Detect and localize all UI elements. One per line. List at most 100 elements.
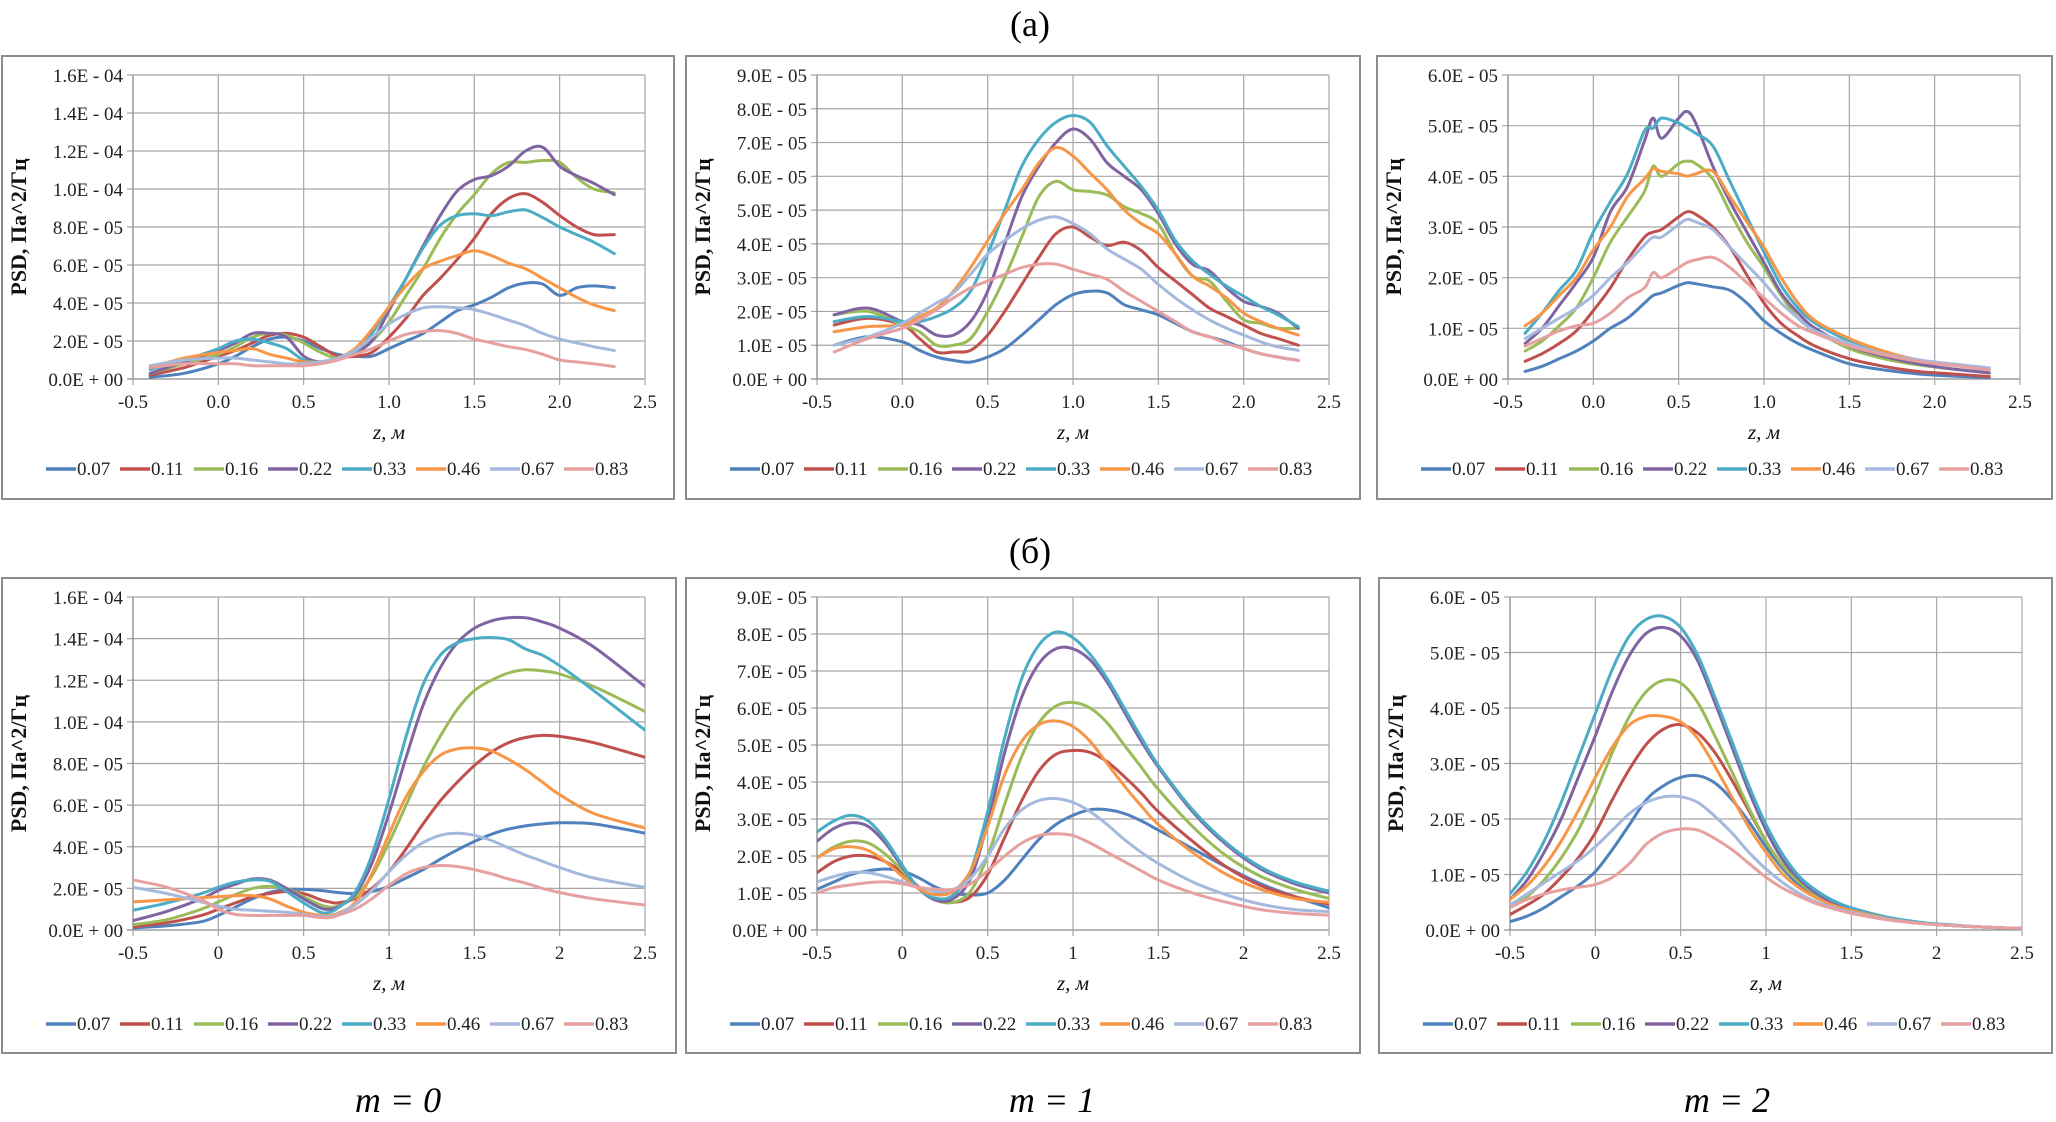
- y-tick-label: 1.0E - 05: [1428, 319, 1498, 340]
- legend-label-0.67: 0.67: [521, 1014, 554, 1035]
- legend-label-0.07: 0.07: [761, 459, 794, 480]
- y-tick-label: 6.0E - 05: [1430, 588, 1500, 609]
- y-tick-label: 5.0E - 05: [737, 201, 807, 222]
- legend: 0.07 0.11 0.16 0.22 0.33 0.46 0.67 0.83: [46, 1014, 628, 1035]
- legend-label-0.83: 0.83: [1970, 459, 2003, 480]
- x-tick-label: 1.0: [1752, 392, 1776, 413]
- y-tick-label: 0.0E + 00: [732, 370, 807, 391]
- y-tick-label: 2.0E - 05: [1428, 269, 1498, 290]
- legend-label-0.16: 0.16: [909, 1014, 942, 1035]
- series-line-0.33: [832, 114, 1300, 329]
- y-tick-label: 4.0E - 05: [1430, 699, 1500, 720]
- y-tick-label: 9.0E - 05: [737, 588, 807, 609]
- y-tick-label: 2.0E - 05: [53, 879, 123, 900]
- x-tick-label: 0.5: [292, 392, 316, 413]
- legend-label-0.07: 0.07: [1454, 1014, 1487, 1035]
- legend-label-0.67: 0.67: [521, 459, 554, 480]
- y-tick-label: 2.0E - 05: [737, 847, 807, 868]
- legend-label-0.83: 0.83: [1972, 1014, 2005, 1035]
- x-tick-label: 1.5: [462, 943, 486, 964]
- legend-label-0.07: 0.07: [77, 1014, 110, 1035]
- legend-label-0.83: 0.83: [1279, 459, 1312, 480]
- series-line-0.33: [148, 208, 616, 371]
- y-axis-label: PSD, Па^2/Гц: [690, 695, 715, 833]
- chart-panel-a-m1: 0.0E + 00 1.0E - 05 2.0E - 05 3.0E - 05 4.0E…: [685, 55, 1361, 500]
- y-tick-label: 1.2E - 04: [53, 142, 124, 163]
- series-line-0.67: [817, 797, 1329, 913]
- y-tick-label: 8.0E - 05: [737, 625, 807, 646]
- series-line-0.67: [133, 831, 645, 919]
- legend-label-0.46: 0.46: [1131, 459, 1164, 480]
- x-tick-label: 2.5: [1317, 943, 1341, 964]
- legend-label-0.46: 0.46: [1822, 459, 1855, 480]
- y-tick-label: 1.2E - 04: [53, 671, 124, 692]
- x-tick-label: 1.5: [1837, 392, 1861, 413]
- y-tick-label: 1.0E - 04: [53, 713, 124, 734]
- legend-label-0.22: 0.22: [983, 459, 1016, 480]
- y-tick-label: 3.0E - 05: [1428, 218, 1498, 239]
- legend-label-0.83: 0.83: [1279, 1014, 1312, 1035]
- y-tick-label: 8.0E - 05: [737, 100, 807, 121]
- panel-frame: [1, 55, 675, 500]
- series-line-0.83: [1510, 827, 2022, 930]
- y-tick-label: 7.0E - 05: [737, 134, 807, 155]
- series-line-0.07: [832, 289, 1300, 364]
- legend: 0.07 0.11 0.16 0.22 0.33 0.46 0.67 0.83: [730, 459, 1312, 480]
- x-tick-label: 0.0: [1581, 392, 1605, 413]
- legend-label-0.07: 0.07: [761, 1014, 794, 1035]
- legend-label-0.16: 0.16: [1602, 1014, 1635, 1035]
- y-tick-label: 6.0E - 05: [53, 796, 123, 817]
- chart-panel-a-m0: 0.0E + 00 2.0E - 05 4.0E - 05 6.0E - 05 8.0E…: [1, 55, 675, 500]
- x-tick-label: 0.5: [976, 392, 1000, 413]
- x-tick-label: 1.5: [1146, 943, 1170, 964]
- series-group: [148, 144, 616, 379]
- legend-label-0.67: 0.67: [1205, 459, 1238, 480]
- series-line-0.83: [832, 262, 1300, 362]
- x-tick-label: -0.5: [118, 392, 148, 413]
- y-tick-label: 1.0E - 05: [1430, 866, 1500, 887]
- legend-label-0.11: 0.11: [151, 1014, 184, 1035]
- y-tick-label: 4.0E - 05: [737, 235, 807, 256]
- x-tick-label: 0.5: [976, 943, 1000, 964]
- series-line-0.11: [148, 192, 616, 377]
- x-axis-label: z, м: [1056, 971, 1089, 995]
- y-axis-label: PSD, Па^2/Гц: [690, 158, 715, 296]
- legend-label-0.22: 0.22: [1674, 459, 1707, 480]
- series-line-0.67: [832, 215, 1300, 352]
- y-tick-label: 5.0E - 05: [1430, 644, 1500, 665]
- y-tick-label: 0.0E + 00: [732, 921, 807, 942]
- x-tick-label: -0.5: [1495, 943, 1525, 964]
- series-line-0.46: [148, 249, 616, 370]
- y-tick-label: 2.0E - 05: [53, 332, 123, 353]
- y-tick-label: 0.0E + 00: [48, 370, 123, 391]
- legend-label-0.46: 0.46: [1824, 1014, 1857, 1035]
- x-tick-label: 2.5: [633, 943, 657, 964]
- x-tick-label: 1.0: [377, 392, 401, 413]
- x-axis-label: z, м: [372, 971, 405, 995]
- x-tick-label: -0.5: [1493, 392, 1523, 413]
- y-tick-label: 1.0E - 04: [53, 180, 124, 201]
- y-tick-label: 0.0E + 00: [48, 921, 123, 942]
- x-tick-label: 0: [214, 943, 224, 964]
- x-tick-label: 2.5: [1317, 392, 1341, 413]
- series-line-0.16: [1523, 159, 1991, 375]
- series-line-0.33: [133, 636, 645, 915]
- legend-label-0.16: 0.16: [225, 1014, 258, 1035]
- legend-label-0.22: 0.22: [1676, 1014, 1709, 1035]
- x-axis-label: z, м: [1747, 420, 1780, 444]
- x-tick-label: 0.0: [890, 392, 914, 413]
- y-tick-label: 0.0E + 00: [1423, 370, 1498, 391]
- y-tick-label: 2.0E - 05: [1430, 810, 1500, 831]
- series-line-0.67: [148, 305, 616, 368]
- panel-frame: [1, 577, 677, 1054]
- legend-label-0.33: 0.33: [373, 1014, 406, 1035]
- series-line-0.16: [148, 158, 616, 375]
- column-label-m2: m = 2: [1684, 1080, 1770, 1120]
- legend-label-0.67: 0.67: [1896, 459, 1929, 480]
- y-tick-label: 1.0E - 05: [737, 336, 807, 357]
- x-tick-label: 1.5: [462, 392, 486, 413]
- legend-label-0.22: 0.22: [299, 1014, 332, 1035]
- legend-label-0.22: 0.22: [983, 1014, 1016, 1035]
- y-tick-label: 1.6E - 04: [53, 66, 124, 87]
